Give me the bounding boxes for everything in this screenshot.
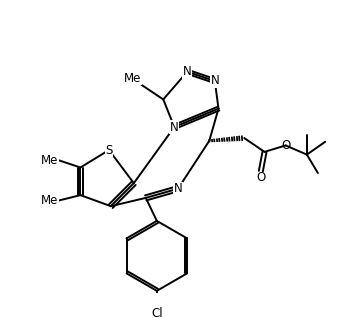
Text: S: S — [105, 143, 112, 156]
Text: O: O — [256, 171, 266, 184]
Text: O: O — [281, 139, 290, 152]
Text: N: N — [210, 74, 219, 87]
Text: N: N — [174, 182, 182, 195]
Text: Me: Me — [41, 154, 58, 167]
Text: Me: Me — [41, 194, 58, 207]
Text: N: N — [170, 121, 179, 134]
Text: Cl: Cl — [151, 308, 163, 318]
Text: Me: Me — [124, 72, 141, 85]
Text: N: N — [183, 65, 192, 78]
